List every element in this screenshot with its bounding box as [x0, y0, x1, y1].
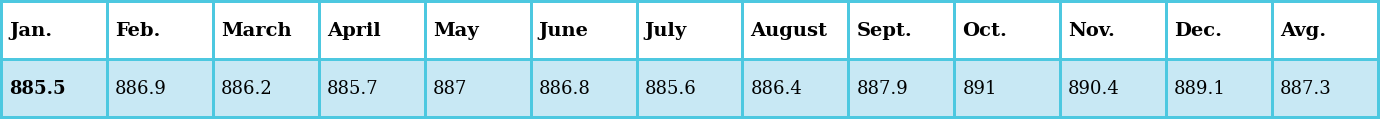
Bar [3, 3, 106, 58]
Text: June: June [538, 22, 588, 40]
Bar [1167, 3, 1271, 58]
Bar [533, 3, 636, 58]
Bar [850, 3, 954, 58]
Bar [956, 3, 1060, 58]
Text: 891: 891 [962, 79, 996, 97]
Text: Nov.: Nov. [1068, 22, 1115, 40]
Bar [1063, 61, 1165, 116]
Text: Dec.: Dec. [1174, 22, 1223, 40]
Bar [533, 61, 636, 116]
Bar [956, 61, 1060, 116]
Text: Sept.: Sept. [857, 22, 912, 40]
Text: 889.1: 889.1 [1174, 79, 1225, 97]
Bar [1167, 61, 1271, 116]
Text: Avg.: Avg. [1281, 22, 1326, 40]
Text: 885.5: 885.5 [10, 79, 66, 97]
Text: 887.3: 887.3 [1281, 79, 1332, 97]
Bar [1063, 3, 1165, 58]
Text: 886.9: 886.9 [115, 79, 167, 97]
Text: Feb.: Feb. [115, 22, 160, 40]
Text: March: March [221, 22, 291, 40]
Bar [639, 61, 741, 116]
Bar [744, 3, 847, 58]
Text: 887.9: 887.9 [857, 79, 908, 97]
Bar [320, 61, 424, 116]
Text: Oct.: Oct. [962, 22, 1007, 40]
Bar [1274, 3, 1377, 58]
Text: April: April [327, 22, 381, 40]
Bar [744, 61, 847, 116]
Text: 886.4: 886.4 [751, 79, 802, 97]
Text: July: July [644, 22, 687, 40]
Bar [320, 3, 424, 58]
Text: 885.6: 885.6 [644, 79, 697, 97]
Bar [3, 61, 106, 116]
Text: August: August [751, 22, 828, 40]
Bar [109, 61, 213, 116]
Text: May: May [433, 22, 479, 40]
Text: 890.4: 890.4 [1068, 79, 1121, 97]
Bar [639, 3, 741, 58]
Text: Jan.: Jan. [10, 22, 52, 40]
Text: 886.2: 886.2 [221, 79, 273, 97]
Bar [215, 61, 317, 116]
Bar [426, 61, 530, 116]
Bar [850, 61, 954, 116]
Text: 886.8: 886.8 [538, 79, 591, 97]
Bar [109, 3, 213, 58]
Bar [426, 3, 530, 58]
Bar [215, 3, 317, 58]
Text: 887: 887 [433, 79, 466, 97]
Text: 885.7: 885.7 [327, 79, 378, 97]
Bar [1274, 61, 1377, 116]
